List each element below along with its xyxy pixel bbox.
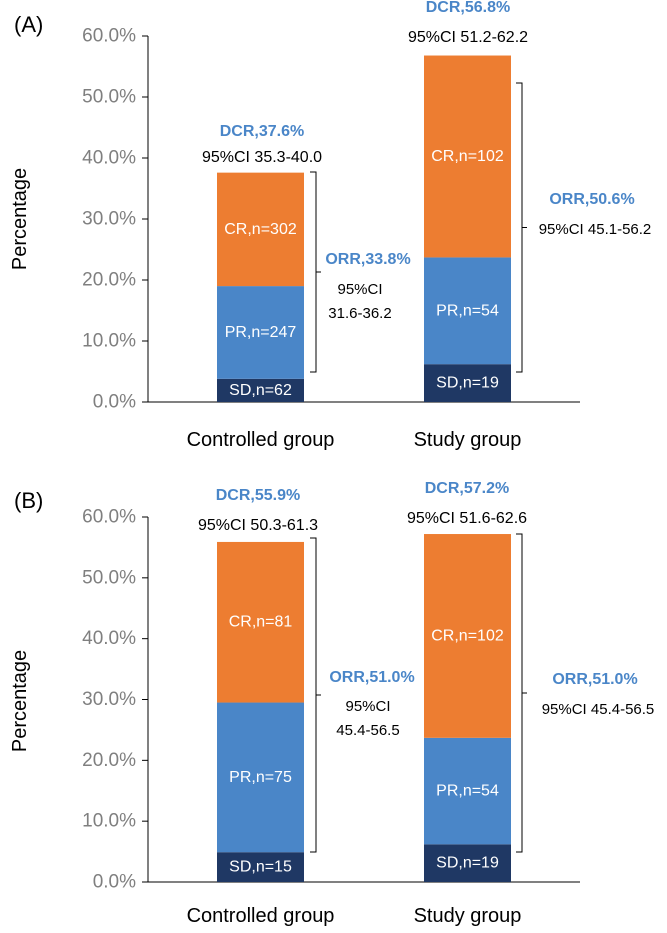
y-tick-label: 10.0% <box>82 811 136 832</box>
bar-label-pr: PR,n=247 <box>225 324 297 341</box>
dcr-title: DCR,57.2% <box>425 480 509 497</box>
y-tick-label: 0.0% <box>93 392 136 413</box>
y-tick-label: 30.0% <box>82 689 136 710</box>
bar-label-cr: CR,n=302 <box>224 221 297 238</box>
dcr-title: DCR,56.8% <box>426 0 510 16</box>
y-tick-label: 50.0% <box>82 87 136 108</box>
y-tick-label: 40.0% <box>82 148 136 169</box>
bar-segment-pr <box>424 737 511 845</box>
bar-label-pr: PR,n=54 <box>436 783 499 800</box>
orr-ci-line1: 95%CI <box>337 281 382 298</box>
y-tick-label: 20.0% <box>82 270 136 291</box>
orr-bracket <box>516 533 527 853</box>
dcr-ci: 95%CI 50.3-61.3 <box>198 517 318 534</box>
orr-title: ORR,51.0% <box>329 669 414 686</box>
bar-segment-cr <box>424 534 511 738</box>
dcr-ci: 95%CI 51.6-62.6 <box>407 510 527 527</box>
orr-ci-line2: 31.6-36.2 <box>328 305 391 322</box>
bar-label-sd: SD,n=62 <box>229 382 292 399</box>
orr-bracket <box>310 537 321 853</box>
y-tick-label: 0.0% <box>93 872 136 893</box>
bar-segment-cr <box>217 172 304 287</box>
y-tick-label: 30.0% <box>82 209 136 230</box>
category-label: Study group <box>414 429 522 451</box>
orr-title: ORR,51.0% <box>552 671 637 688</box>
orr-title: ORR,50.6% <box>549 191 634 208</box>
y-tick-label: 40.0% <box>82 628 136 649</box>
orr-bracket <box>310 171 321 373</box>
bar-segment-pr <box>217 286 304 379</box>
y-tick-label: 60.0% <box>82 507 136 528</box>
bar-label-sd: SD,n=15 <box>229 859 292 876</box>
dcr-ci: 95%CI 35.3-40.0 <box>202 149 322 166</box>
bar-label-cr: CR,n=102 <box>431 627 504 644</box>
category-label: Controlled group <box>187 905 335 927</box>
bar-segment-cr <box>217 541 304 703</box>
orr-ci-line1: 95%CI 45.4-56.5 <box>542 701 655 718</box>
dcr-ci: 95%CI 51.2-62.2 <box>408 29 528 46</box>
bar-segment-sd <box>424 844 511 882</box>
bar-label-pr: PR,n=75 <box>229 769 292 786</box>
bar-segment-sd <box>424 364 511 402</box>
y-tick-label: 60.0% <box>82 26 136 47</box>
orr-ci-line1: 95%CI 45.1-56.2 <box>539 221 652 238</box>
bar-label-sd: SD,n=19 <box>436 855 499 872</box>
dcr-title: DCR,37.6% <box>220 123 304 140</box>
bar-label-cr: CR,n=81 <box>229 614 293 631</box>
y-tick-label: 50.0% <box>82 567 136 588</box>
bar-segment-sd <box>217 378 304 402</box>
y-axis-label: Percentage <box>9 168 31 270</box>
orr-bracket <box>516 82 527 373</box>
panel-label: (B) <box>14 488 43 513</box>
y-axis-label: Percentage <box>9 650 31 752</box>
orr-ci-line1: 95%CI <box>345 698 390 715</box>
bar-segment-pr <box>424 257 511 365</box>
category-label: Controlled group <box>187 429 335 451</box>
panel-label: (A) <box>14 12 43 37</box>
bar-label-sd: SD,n=19 <box>436 375 499 392</box>
y-tick-label: 10.0% <box>82 331 136 352</box>
dcr-title: DCR,55.9% <box>216 487 300 504</box>
y-tick-label: 20.0% <box>82 750 136 771</box>
bar-label-pr: PR,n=54 <box>436 302 499 319</box>
bar-segment-sd <box>217 852 304 882</box>
bar-segment-pr <box>217 702 304 853</box>
orr-title: ORR,33.8% <box>325 251 410 268</box>
orr-ci-line2: 45.4-56.5 <box>336 722 399 739</box>
category-label: Study group <box>414 905 522 927</box>
bar-segment-cr <box>424 55 511 258</box>
bar-label-cr: CR,n=102 <box>431 148 504 165</box>
